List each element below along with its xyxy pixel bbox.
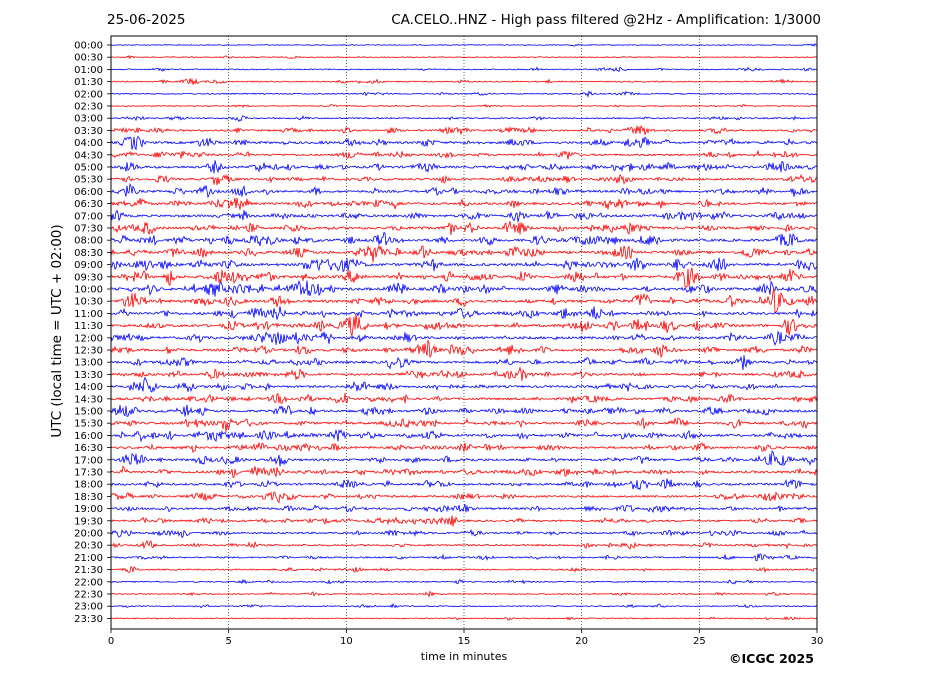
trace-1630: [110, 441, 818, 454]
trace-2200: [110, 578, 818, 585]
y-tick-label: 23:00: [74, 602, 103, 613]
trace-1430: [110, 393, 818, 405]
x-tick-label: 20: [575, 636, 588, 647]
x-tick-label: 10: [340, 636, 353, 647]
y-tick-label: 03:30: [74, 126, 103, 137]
y-tick-label: 13:00: [74, 358, 103, 369]
y-tick-label: 16:30: [74, 443, 103, 454]
y-tick-label: 04:30: [74, 150, 103, 161]
y-tick-label: 08:30: [74, 248, 103, 259]
chart-title: CA.CELO..HNZ - High pass filtered @2Hz -…: [391, 12, 821, 28]
y-tick-label: 23:30: [74, 614, 103, 625]
y-tick-label: 06:00: [74, 187, 103, 198]
y-tick-label: 19:00: [74, 504, 103, 515]
y-tick-label: 15:00: [74, 407, 103, 418]
y-tick-label: 03:00: [74, 114, 103, 125]
x-tick-label: 25: [693, 636, 706, 647]
trace-2030: [110, 539, 818, 550]
y-tick-label: 20:30: [74, 541, 103, 552]
copyright-label: ©ICGC 2025: [729, 651, 814, 666]
y-tick-label: 02:00: [74, 89, 103, 100]
y-tick-label: 13:30: [74, 370, 103, 381]
y-tick-label: 16:00: [74, 431, 103, 442]
trace-1300: [110, 355, 818, 371]
y-tick-label: 06:30: [74, 199, 103, 210]
trace-1700: [111, 450, 818, 467]
y-tick-label: 09:00: [74, 260, 103, 271]
y-tick-label: 05:00: [74, 163, 103, 174]
y-tick-label: 12:00: [74, 333, 103, 344]
y-tick-label: 10:00: [74, 285, 103, 296]
x-tick-label: 0: [108, 636, 114, 647]
trace-1330: [110, 366, 818, 381]
y-tick-label: 21:30: [74, 565, 103, 576]
y-tick-label: 01:00: [74, 65, 103, 76]
y-tick-label: 09:30: [74, 272, 103, 283]
x-tick-label: 30: [811, 636, 824, 647]
y-tick-label: 00:00: [74, 41, 103, 52]
y-tick-label: 12:30: [74, 346, 103, 357]
y-tick-label: 22:30: [74, 590, 103, 601]
y-tick-label: 22:00: [74, 577, 103, 588]
y-tick-label: 01:30: [74, 77, 103, 88]
x-tick-label: 15: [458, 636, 471, 647]
y-tick-label: 17:00: [74, 455, 103, 466]
x-tick-label: 5: [225, 636, 231, 647]
trace-1800: [110, 478, 818, 491]
trace-0330: [110, 124, 818, 136]
y-tick-label: 05:30: [74, 175, 103, 186]
y-tick-label: 04:00: [74, 138, 103, 149]
trace-2230: [110, 590, 818, 599]
trace-0430: [110, 149, 818, 160]
y-tick-label: 08:00: [74, 236, 103, 247]
y-tick-label: 10:30: [74, 297, 103, 308]
y-tick-label: 11:00: [74, 309, 103, 320]
trace-2000: [110, 528, 818, 539]
y-tick-label: 17:30: [74, 468, 103, 479]
trace-2100: [110, 553, 818, 562]
trace-1230: [110, 339, 818, 359]
y-tick-label: 14:30: [74, 394, 103, 405]
trace-1930: [110, 515, 818, 527]
y-tick-label: 00:30: [74, 53, 103, 64]
trace-1200: [110, 330, 818, 347]
y-tick-label: 07:30: [74, 224, 103, 235]
trace-0500: [110, 160, 818, 174]
y-tick-label: 14:00: [74, 382, 103, 393]
y-tick-label: 02:30: [74, 102, 103, 113]
y-tick-label: 19:30: [74, 516, 103, 527]
y-tick-label: 18:00: [74, 480, 103, 491]
y-tick-label: 11:30: [74, 321, 103, 332]
trace-0830: [110, 244, 818, 263]
trace-2300: [110, 603, 818, 609]
y-tick-label: 21:00: [74, 553, 103, 564]
date-label: 25-06-2025: [107, 12, 186, 28]
y-tick-label: 15:30: [74, 419, 103, 430]
trace-1400: [110, 376, 818, 393]
y-tick-label: 07:00: [74, 211, 103, 222]
y-tick-label: 20:00: [74, 529, 103, 540]
x-axis-label: time in minutes: [420, 650, 508, 663]
plot-frame: [110, 35, 818, 630]
trace-0600: [110, 182, 818, 199]
y-tick-label: 18:30: [74, 492, 103, 503]
trace-1830: [110, 491, 818, 504]
